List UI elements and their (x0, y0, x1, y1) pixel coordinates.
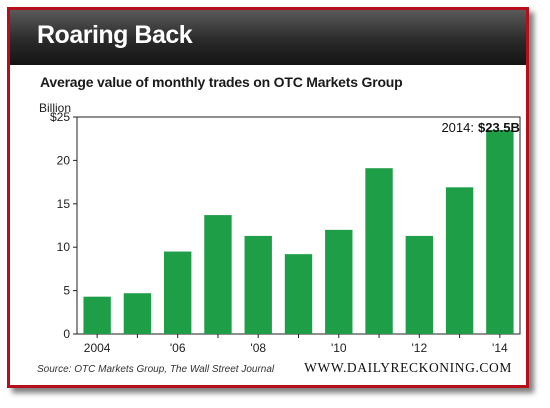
x-axis: 2004 '06 '08 '10 '12 '14 (84, 334, 508, 355)
chart-title: Roaring Back (37, 21, 193, 49)
y-tick-label: $25 (50, 110, 70, 124)
annotation-prefix: 2014: (441, 120, 474, 135)
bar-2007 (204, 215, 232, 334)
x-tick-label: '14 (492, 341, 508, 355)
header-banner: Roaring Back (10, 10, 526, 65)
bar-2012 (405, 235, 434, 334)
bar-2011 (365, 168, 393, 334)
bar-2004 (83, 296, 111, 334)
x-tick-label: '12 (411, 341, 427, 355)
bar-chart: 0 5 10 15 20 $25 2004 '06 '08 '10 '12 '14 2014: $2… (50, 110, 521, 355)
y-axis-unit-label: Billion (39, 101, 72, 115)
bar-2009 (284, 254, 313, 334)
bar-2005 (123, 293, 152, 334)
brand-url: WWW.DAILYRECKONING.COM (304, 360, 512, 375)
x-tick-label: '06 (170, 341, 186, 355)
bar-2006 (163, 251, 192, 334)
chart-frame: Roaring Back Average value of monthly tr… (7, 7, 529, 388)
chart-subtitle: Average value of monthly trades on OTC M… (40, 74, 403, 90)
bar-2010 (325, 229, 353, 334)
source-note: Source: OTC Markets Group, The Wall Stre… (37, 364, 275, 375)
annotation-value: $23.5B (478, 120, 520, 135)
y-tick-label: 20 (57, 153, 71, 167)
y-tick-label: 10 (57, 240, 71, 254)
bar-2008 (244, 235, 272, 334)
y-tick-label: 15 (57, 197, 71, 211)
bar-2014 (486, 130, 514, 334)
y-tick-label: 5 (63, 284, 70, 298)
bars-group (83, 130, 514, 334)
x-tick-label: '08 (250, 341, 266, 355)
y-tick-label: 0 (63, 327, 70, 341)
x-tick-label: 2004 (84, 341, 111, 355)
x-tick-label: '10 (331, 341, 347, 355)
y-axis: 0 5 10 15 20 $25 (50, 110, 77, 341)
bar-2013 (445, 187, 474, 334)
